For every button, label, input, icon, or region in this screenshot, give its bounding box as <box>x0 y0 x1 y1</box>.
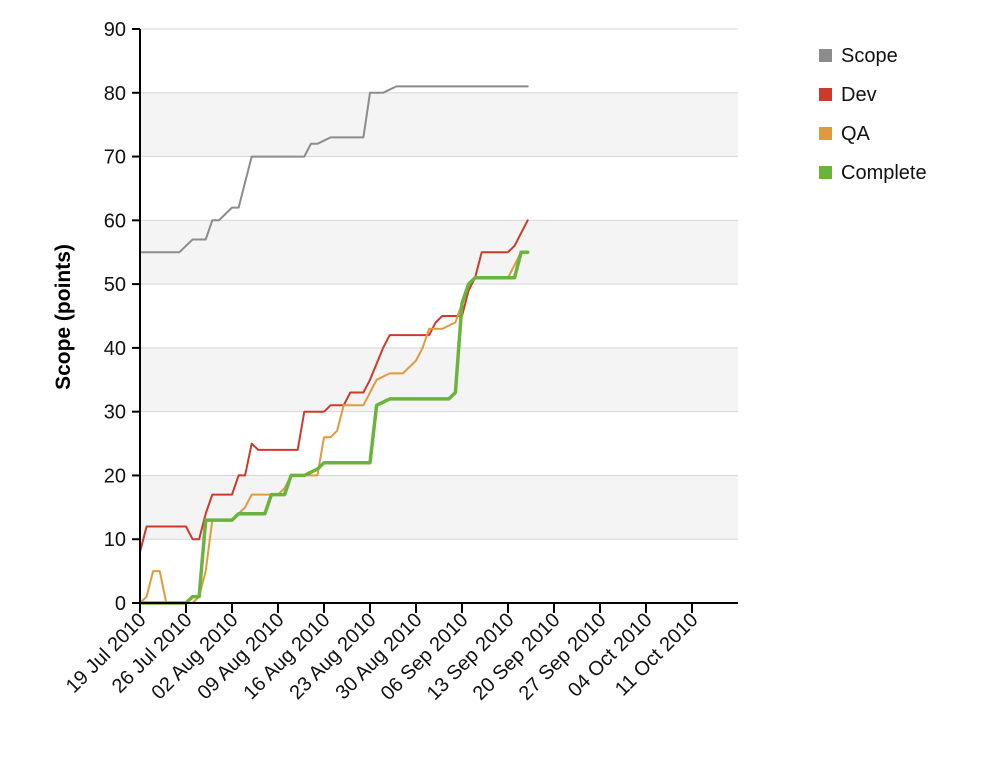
y-tick-label: 70 <box>104 147 126 169</box>
legend: Scope Dev QA Complete <box>819 45 927 184</box>
band <box>140 347 738 412</box>
series-line-dev <box>139 219 529 553</box>
legend-label-qa: QA <box>841 123 871 145</box>
legend-label-complete: Complete <box>841 162 927 184</box>
y-tick-label: 40 <box>104 338 126 360</box>
band <box>140 220 738 285</box>
legend-swatch-dev <box>819 88 832 101</box>
legend-swatch-complete <box>819 166 832 179</box>
series-line-scope <box>139 85 529 254</box>
axes <box>132 28 738 613</box>
y-tick-label: 60 <box>104 210 126 232</box>
series-line-qa <box>139 251 529 604</box>
y-tick-labels: 0 10 20 30 40 50 60 70 80 90 <box>104 19 126 615</box>
y-tick-label: 80 <box>104 83 126 105</box>
legend-swatch-qa <box>819 127 832 140</box>
y-tick-label: 10 <box>104 529 126 551</box>
y-tick-label: 30 <box>104 402 126 424</box>
y-axis-title: Scope (points) <box>52 244 75 390</box>
band <box>140 92 738 157</box>
y-tick-label: 20 <box>104 465 126 487</box>
alternating-bands <box>140 92 738 540</box>
band <box>140 475 738 540</box>
y-tick-label: 90 <box>104 19 126 41</box>
legend-label-scope: Scope <box>841 45 898 67</box>
y-tick-label: 0 <box>115 593 126 615</box>
series-line-complete <box>138 250 530 605</box>
series-lines <box>138 85 530 605</box>
legend-swatch-scope <box>819 49 832 62</box>
legend-label-dev: Dev <box>841 84 877 106</box>
y-tick-label: 50 <box>104 274 126 296</box>
